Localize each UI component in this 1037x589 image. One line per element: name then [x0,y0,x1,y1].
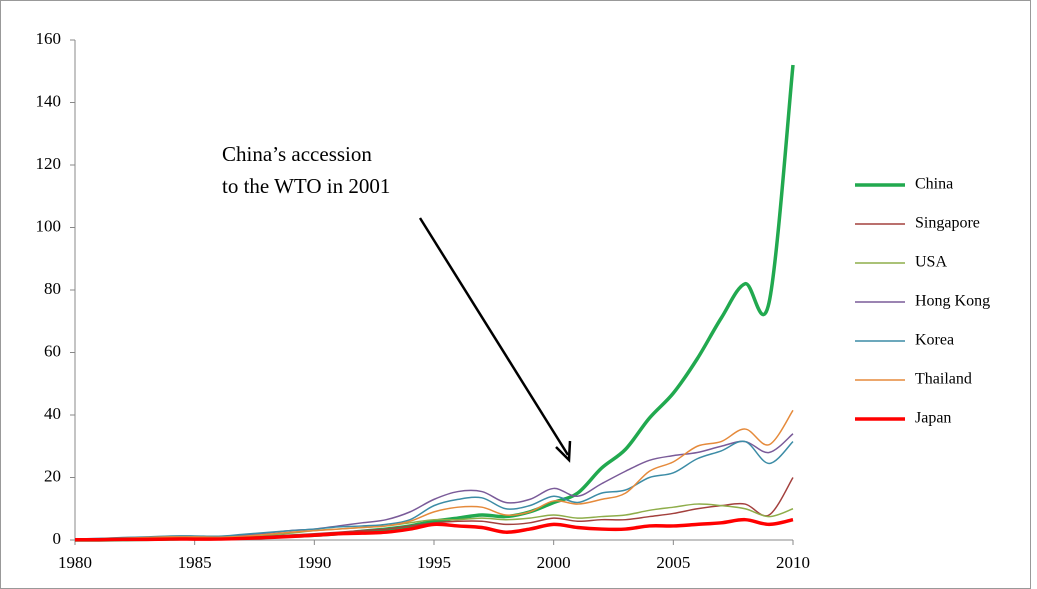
x-tick-label: 2000 [537,553,571,572]
series-line [74,477,794,541]
annotation-arrow [418,217,570,456]
y-tick-label: 140 [36,91,62,110]
y-tick-label: 60 [44,341,61,360]
legend-label: Singapore [915,215,980,232]
legend-label: Korea [915,332,954,349]
series-line [74,440,794,540]
y-tick-label: 160 [36,29,62,48]
x-tick-label: 1980 [58,553,92,572]
arrow-head [555,440,572,463]
x-tick-label: 2005 [656,553,690,572]
x-tick-label: 1995 [417,553,451,572]
series-line [74,409,794,541]
x-tick-label: 2010 [776,553,810,572]
y-tick-label: 120 [36,154,62,173]
annotation-line: to the WTO in 2001 [222,174,390,198]
legend-label: USA [915,254,947,271]
legend-label: Hong Kong [915,293,990,310]
legend-label: Japan [915,410,951,427]
y-tick-label: 80 [44,279,61,298]
series-line [74,517,794,542]
y-tick-label: 20 [44,466,61,485]
annotation-line: China’s accession [222,142,372,166]
x-tick-label: 1985 [178,553,212,572]
y-tick-label: 0 [53,529,62,548]
y-tick-label: 40 [44,404,61,423]
x-tick-label: 1990 [297,553,331,572]
legend-label: China [915,176,953,193]
y-tick-label: 100 [36,216,62,235]
legend-label: Thailand [915,371,972,388]
series-line [74,64,795,542]
